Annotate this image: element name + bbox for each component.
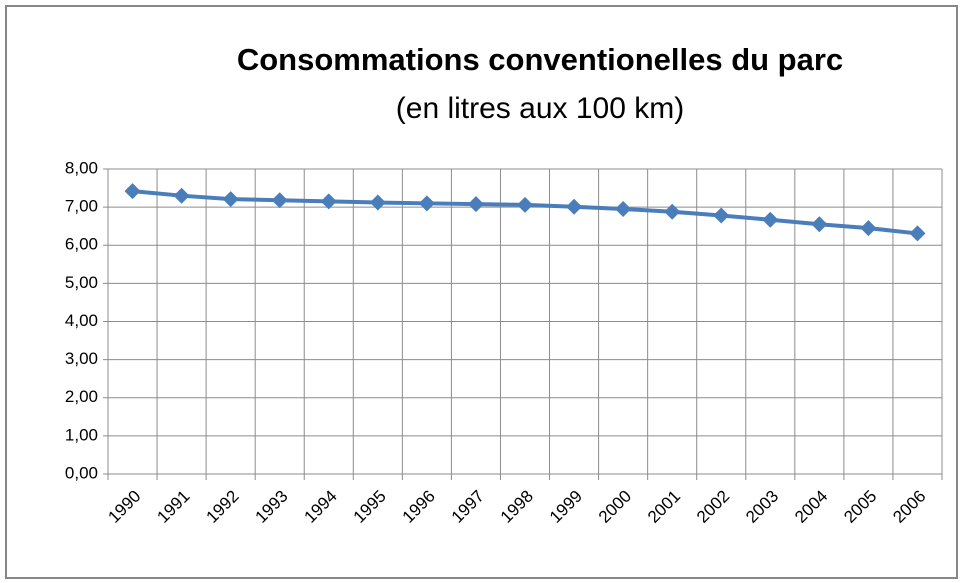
- data-point: [762, 211, 779, 228]
- data-point: [713, 207, 730, 224]
- data-point: [664, 203, 681, 220]
- data-point: [222, 191, 239, 208]
- y-tick-label: 1,00: [65, 425, 98, 444]
- data-point: [566, 198, 583, 215]
- data-point: [467, 196, 484, 213]
- y-tick-label: 5,00: [65, 273, 98, 292]
- data-point: [860, 220, 877, 237]
- y-tick-label: 8,00: [65, 158, 98, 177]
- data-point: [909, 225, 926, 242]
- y-tick-label: 0,00: [65, 463, 98, 482]
- data-point: [615, 201, 632, 218]
- y-tick-label: 7,00: [65, 197, 98, 216]
- data-point: [173, 187, 190, 204]
- y-tick-label: 6,00: [65, 235, 98, 254]
- data-point: [320, 193, 337, 210]
- chart-frame: [5, 5, 958, 579]
- data-point: [271, 192, 288, 209]
- data-point: [811, 216, 828, 233]
- y-tick-label: 3,00: [65, 349, 98, 368]
- data-point: [369, 194, 386, 211]
- y-tick-label: 4,00: [65, 311, 98, 330]
- data-point: [418, 195, 435, 212]
- y-tick-label: 2,00: [65, 387, 98, 406]
- data-point: [124, 183, 141, 200]
- chart-title: Consommations conventionelles du parc: [237, 42, 843, 77]
- chart-subtitle: (en litres aux 100 km): [396, 92, 684, 125]
- data-point: [517, 196, 533, 213]
